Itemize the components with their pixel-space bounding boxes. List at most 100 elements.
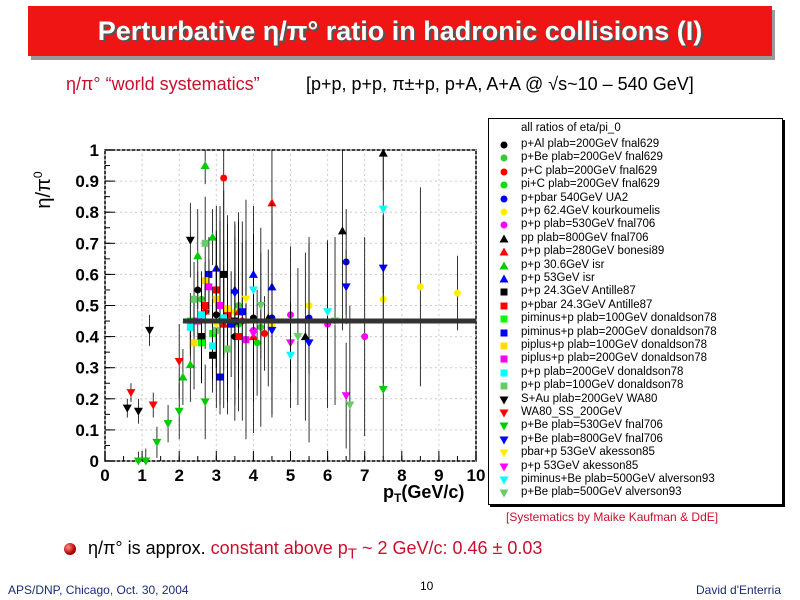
x-tick-label: 3 [212, 466, 221, 485]
data-point [248, 329, 258, 338]
legend-marker-icon [500, 382, 508, 390]
legend-label: p+p 24.3GeV Antille87 [521, 285, 636, 298]
y-tick-label: 0.6 [75, 265, 99, 284]
x-tick-label: 5 [286, 466, 295, 485]
data-point [416, 283, 424, 291]
legend-marker-icon [500, 329, 508, 337]
y-tick-label: 0.2 [75, 390, 99, 409]
data-point [122, 404, 132, 413]
data-point [197, 311, 205, 319]
legend-marker-shape [499, 247, 509, 256]
legend-label: pi+C plab=200GeV fnal629 [521, 178, 660, 191]
data-point [133, 407, 143, 416]
legend-label: pp plab=800GeV fnal706 [521, 231, 649, 244]
legend-marker-icon [499, 261, 509, 270]
legend-marker-shape [499, 396, 509, 405]
data-point [300, 332, 310, 341]
legend-marker-icon [499, 476, 509, 485]
y-axis-label: η/π0 [31, 171, 55, 208]
legend-marker-shape [500, 141, 508, 149]
legend-marker-shape [499, 261, 509, 270]
data-point [267, 326, 277, 335]
data-point [178, 372, 188, 381]
data-point [230, 289, 240, 298]
legend-marker-shape [500, 315, 508, 323]
legend-marker-icon [500, 342, 508, 350]
legend-marker-shape [499, 409, 509, 418]
data-point [174, 357, 184, 366]
data-point [126, 389, 136, 398]
legend-marker-icon [499, 396, 509, 405]
data-point [248, 286, 258, 295]
legend-marker-shape [500, 329, 508, 337]
legend-label: p+Be plab=530GeV fnal706 [521, 419, 663, 432]
legend-marker-icon [500, 355, 508, 363]
x-tick-label: 10 [467, 466, 486, 485]
data-point [200, 161, 210, 170]
data-point [190, 295, 198, 303]
data-point [200, 398, 210, 407]
y-tick-label: 0.3 [75, 359, 99, 378]
legend-label: p+p plab=280GeV bonesi89 [521, 245, 665, 258]
data-point [235, 333, 243, 341]
data-series [122, 202, 195, 424]
y-tick-label: 0.7 [75, 234, 99, 253]
legend-label: p+Al plab=200GeV fnal629 [521, 138, 660, 150]
y-tick-label: 0.4 [75, 328, 99, 347]
legend-marker-shape [500, 288, 508, 296]
data-point [256, 302, 266, 310]
legend-marker-shape [500, 355, 508, 363]
legend-label: p+p 53GeV isr [521, 272, 595, 284]
legend-label: p+Be plab=500GeV alverson93 [521, 486, 682, 499]
data-point [293, 333, 303, 342]
legend-marker-icon [500, 141, 508, 149]
conclusion-part-b: constant above p [210, 538, 348, 558]
data-point [220, 314, 228, 322]
data-point [141, 457, 151, 466]
x-tick-label: 6 [323, 466, 332, 485]
data-point [345, 401, 355, 410]
data-point [208, 232, 218, 241]
data-point [185, 360, 195, 369]
legend-marker-shape [500, 342, 508, 350]
legend-marker-icon [499, 449, 509, 458]
data-point [209, 342, 217, 350]
y-tick-label: 0.8 [75, 203, 99, 222]
data-point [304, 339, 314, 348]
data-point [241, 295, 251, 304]
legend-marker-shape [500, 208, 508, 216]
legend-marker-icon [500, 302, 508, 310]
legend-label: piplus+p plab=100GeV donaldson78 [521, 339, 708, 351]
legend-label: p+pbar 540GeV UA2 [521, 191, 629, 204]
legend-label: p+p 30.6GeV isr [521, 258, 605, 271]
data-point [378, 385, 388, 394]
subtitle-right: [p+p, p+p, π±+p, p+A, A+A @ √s~10 – 540 … [306, 74, 694, 94]
slide-title: Perturbative η/π° ratio in hadronic coll… [97, 16, 703, 46]
title-bar: Perturbative η/π° ratio in hadronic coll… [28, 6, 772, 56]
legend-marker-icon [500, 154, 508, 162]
legend-marker-icon [499, 463, 509, 472]
legend-marker-shape [500, 369, 508, 377]
legend-marker-icon [500, 288, 508, 296]
x-tick-label: 2 [174, 466, 183, 485]
legend-marker-icon [500, 369, 508, 377]
data-point [205, 283, 213, 291]
legend-marker-icon [500, 221, 508, 229]
data-point [267, 198, 277, 207]
legend-header: all ratios of eta/pi_0 [521, 122, 621, 134]
data-point [361, 333, 369, 341]
data-point [323, 308, 333, 317]
legend-marker-shape [499, 436, 509, 445]
data-point [261, 329, 269, 337]
x-tick-label: 0 [100, 466, 109, 485]
legend-marker-shape [499, 274, 509, 283]
y-tick-label: 0 [90, 452, 99, 471]
data-point [227, 320, 235, 328]
legend-label: p+p plab=100GeV donaldson78 [521, 379, 684, 392]
legend-label: p+p plab=530GeV fnal706 [521, 218, 656, 231]
legend-marker-icon [499, 234, 509, 243]
data-point [190, 339, 198, 347]
subtitle-left: η/π° “world systematics” [66, 74, 260, 94]
legend-marker-shape [499, 463, 509, 472]
